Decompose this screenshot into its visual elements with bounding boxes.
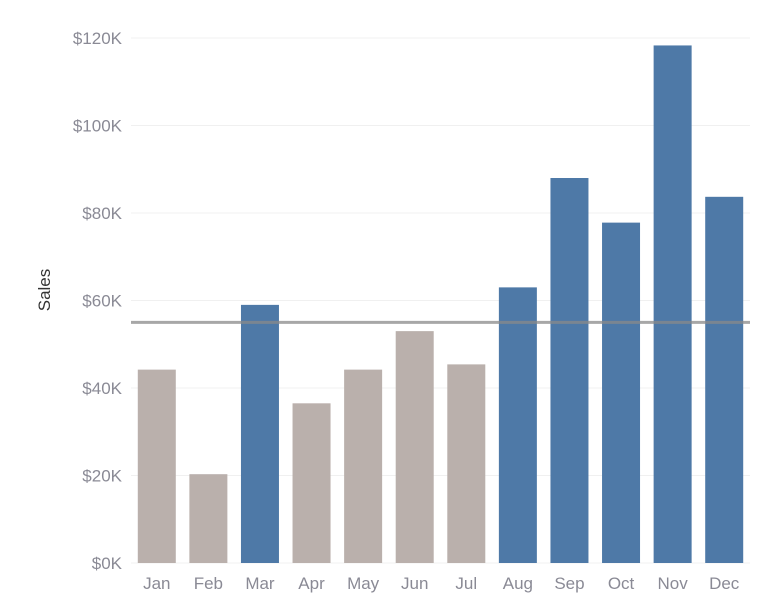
bar-nov xyxy=(653,45,692,563)
bar-oct xyxy=(602,222,641,563)
x-tick-label: Apr xyxy=(298,574,325,593)
y-tick-label: $20K xyxy=(82,467,122,486)
bar-jul xyxy=(447,364,486,563)
gridlines xyxy=(131,37,750,564)
y-tick-label: $80K xyxy=(82,204,122,223)
bar-sep xyxy=(550,178,589,563)
x-tick-label: Oct xyxy=(608,574,635,593)
bar-jun xyxy=(395,331,434,563)
y-axis-ticks: $0K $20K $40K $60K $80K $100K $120K xyxy=(73,29,123,573)
y-tick-label: $100K xyxy=(73,117,123,136)
x-tick-label: Feb xyxy=(194,574,223,593)
x-tick-label: Nov xyxy=(658,574,689,593)
bar-dec xyxy=(705,196,744,563)
bar-apr xyxy=(292,403,331,563)
bar-mar xyxy=(240,304,279,563)
bar-aug xyxy=(498,287,537,563)
x-tick-label: Jul xyxy=(455,574,477,593)
y-axis-title: Sales xyxy=(35,269,54,312)
y-tick-label: $0K xyxy=(92,554,123,573)
x-tick-label: Sep xyxy=(554,574,584,593)
bar-feb xyxy=(189,474,228,563)
x-tick-label: Aug xyxy=(503,574,533,593)
y-tick-label: $40K xyxy=(82,379,122,398)
y-tick-label: $60K xyxy=(82,292,122,311)
x-tick-label: Jun xyxy=(401,574,428,593)
bars xyxy=(137,45,744,563)
bar-jan xyxy=(137,369,176,563)
x-tick-label: Jan xyxy=(143,574,170,593)
y-tick-label: $120K xyxy=(73,29,123,48)
x-axis-ticks: Jan Feb Mar Apr May Jun Jul Aug Sep Oct Nov Dec xyxy=(143,574,740,593)
x-tick-label: Mar xyxy=(245,574,275,593)
bar-may xyxy=(344,369,383,563)
x-tick-label: Dec xyxy=(709,574,740,593)
x-tick-label: May xyxy=(347,574,380,593)
